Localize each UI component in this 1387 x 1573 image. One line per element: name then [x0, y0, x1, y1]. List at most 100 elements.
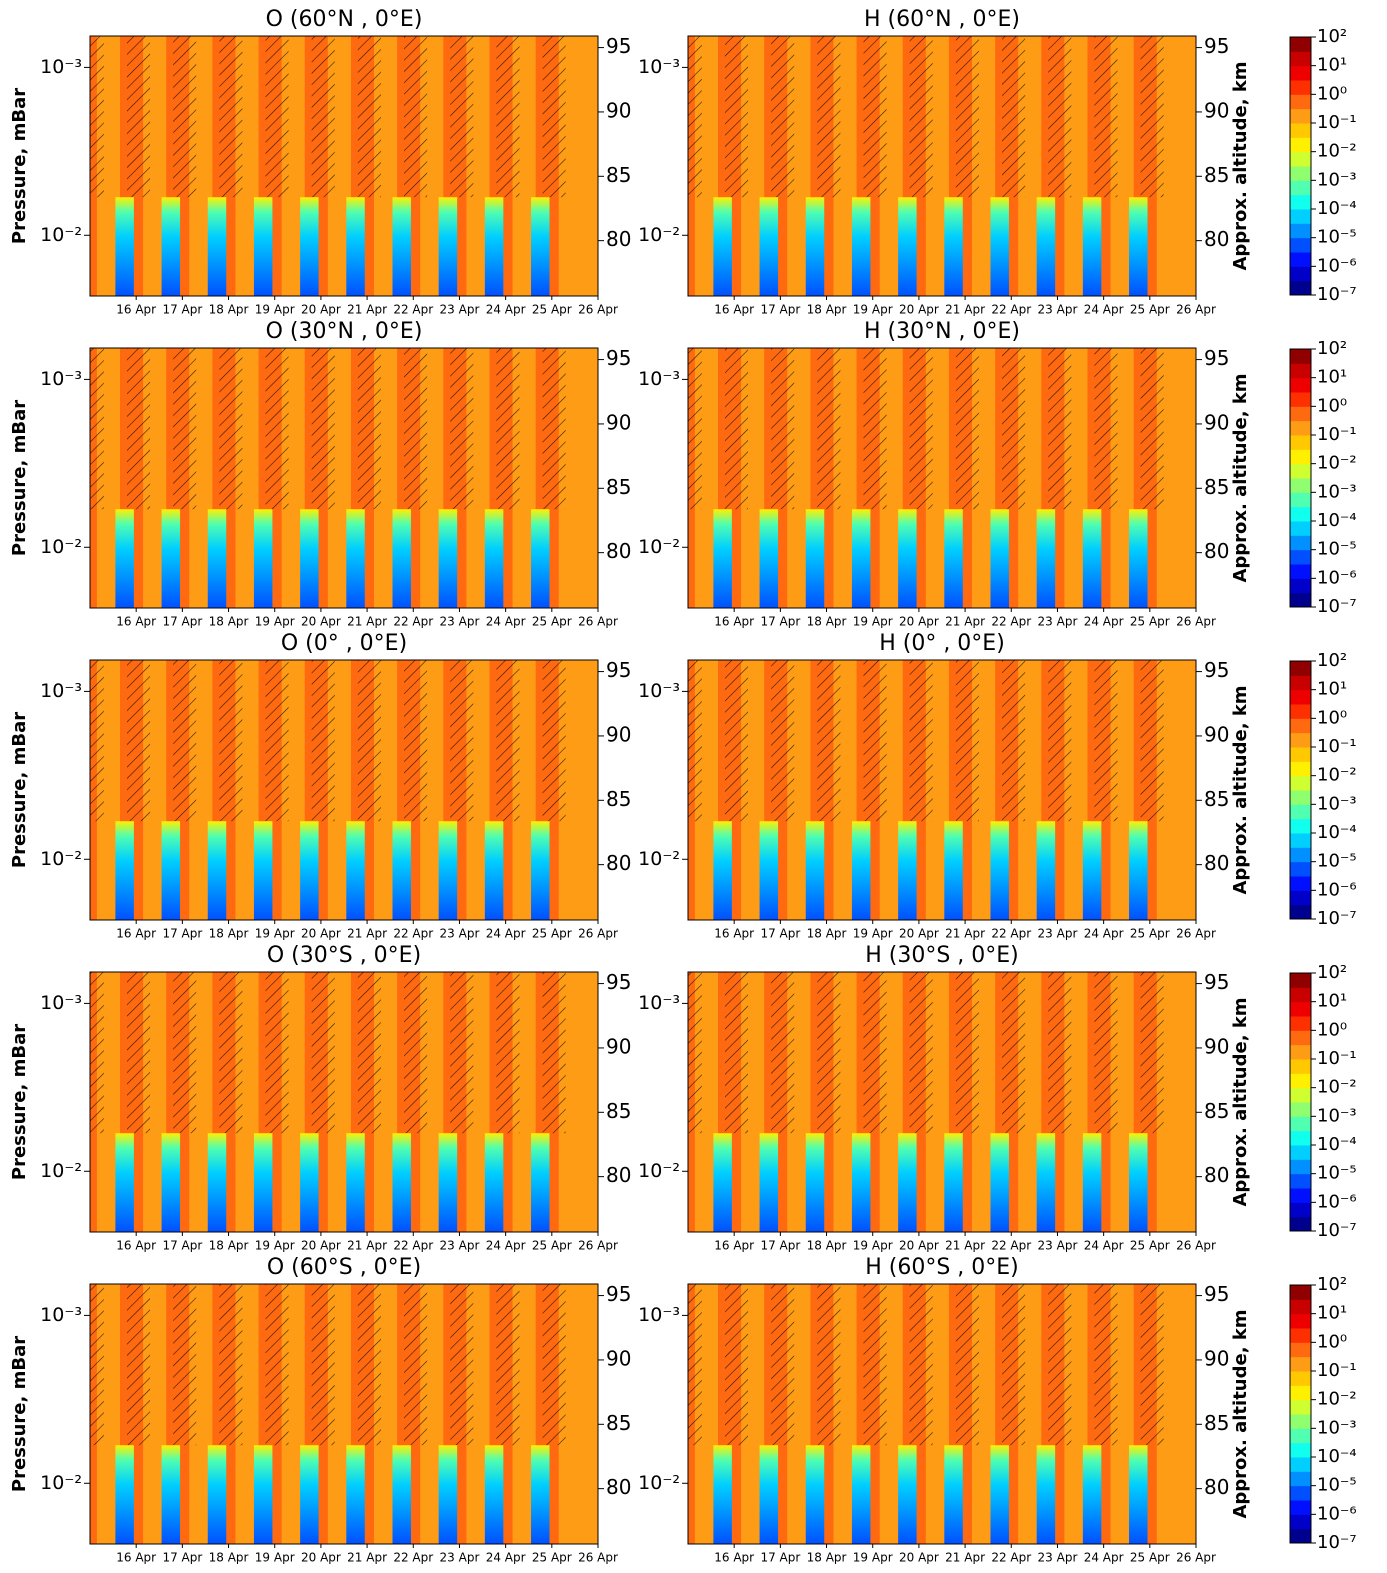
x-tick-label: 24 Apr: [1084, 927, 1124, 941]
colorbar-tick-label: 10²: [1317, 1274, 1347, 1295]
night-hatch: [955, 660, 979, 822]
x-tick-label: 20 Apr: [301, 1551, 341, 1565]
colorbar-band: [1290, 1328, 1311, 1343]
colorbar-band: [1290, 564, 1311, 579]
night-hatch: [404, 1284, 428, 1446]
night-hatch: [173, 348, 197, 510]
x-tick-label: 16 Apr: [116, 927, 156, 941]
night-hatch: [817, 348, 841, 510]
x-tick-label: 21 Apr: [945, 1239, 985, 1253]
x-tick-label: 22 Apr: [991, 1239, 1031, 1253]
night-hatch: [909, 348, 933, 510]
night-hatch: [1002, 1284, 1026, 1446]
low-field: [253, 1133, 273, 1232]
y2-tick-label: 90: [606, 1034, 631, 1058]
night-hatch: [126, 36, 151, 198]
low-field: [851, 509, 871, 608]
y2-tick-label: 90: [606, 1346, 631, 1370]
colorbar-band: [1290, 1044, 1311, 1060]
colorbar-band: [1290, 137, 1311, 153]
y-tick-label: 10⁻²: [40, 536, 82, 558]
colorbar-band: [1290, 1216, 1311, 1232]
night-hatch: [496, 348, 520, 510]
night-hatch: [863, 972, 887, 1134]
colorbar-frame: [1289, 660, 1312, 920]
y2-tick-label: 90: [1204, 98, 1229, 122]
low-field: [805, 1445, 825, 1544]
night-hatch: [955, 1284, 979, 1446]
colorbar-band: [1290, 449, 1311, 465]
colorbar-band: [1290, 847, 1311, 863]
night-hatch: [357, 972, 381, 1134]
night-hatch: [265, 660, 289, 822]
night-hatch: [496, 36, 520, 198]
x-tick-label: 21 Apr: [945, 927, 985, 941]
x-tick-label: 18 Apr: [209, 1239, 249, 1253]
night-hatch: [357, 1284, 381, 1446]
x-tick-label: 26 Apr: [578, 303, 618, 317]
night-hatch: [1094, 972, 1118, 1134]
x-tick-label: 19 Apr: [853, 1551, 893, 1565]
plot-frame: [687, 347, 1197, 609]
x-tick-label: 25 Apr: [1130, 1239, 1170, 1253]
x-tick-label: 26 Apr: [1176, 615, 1216, 629]
y2-tick-label: 85: [606, 1099, 631, 1123]
x-tick-label: 16 Apr: [714, 927, 754, 941]
x-tick-label: 18 Apr: [209, 303, 249, 317]
low-field: [759, 1133, 779, 1232]
low-field: [1082, 1445, 1102, 1544]
x-tick-label: 20 Apr: [301, 303, 341, 317]
low-field: [207, 1133, 227, 1232]
night-hatch: [771, 660, 795, 822]
colorbar-tick-label: 10⁻⁷: [1317, 284, 1357, 305]
colorbar-band: [1290, 1299, 1311, 1315]
colorbar-band: [1290, 833, 1311, 848]
x-tick-label: 24 Apr: [486, 927, 526, 941]
colorbar-band: [1290, 406, 1311, 422]
night-hatch: [724, 36, 749, 198]
colorbar-band: [1290, 1059, 1311, 1074]
night-hatch: [311, 36, 335, 198]
low-field: [805, 1133, 825, 1232]
low-field: [944, 821, 963, 920]
colorbar-band: [1290, 266, 1311, 282]
colorbar-band: [1290, 435, 1311, 450]
low-field: [1129, 1133, 1148, 1232]
y-axis-label: Pressure, mBar: [9, 712, 30, 868]
night-hatch: [404, 972, 428, 1134]
colorbar-tick-label: 10⁻⁶: [1317, 1191, 1357, 1212]
y-axis-label: Pressure, mBar: [9, 1336, 30, 1492]
colorbar-tick-label: 10⁰: [1317, 83, 1347, 104]
x-tick-label: 20 Apr: [301, 1239, 341, 1253]
panel-title: O (60°N , 0°E): [266, 7, 423, 32]
y2-tick-label: 85: [606, 475, 631, 499]
plot-frame: [89, 971, 599, 1233]
colorbar-band: [1290, 1399, 1311, 1415]
colorbar-tick-label: 10⁻⁴: [1317, 1446, 1357, 1467]
low-field: [484, 509, 504, 608]
colorbar-tick-label: 10⁻⁶: [1317, 255, 1357, 276]
low-field: [115, 821, 134, 920]
colorbar-band: [1290, 1285, 1311, 1300]
low-field: [115, 197, 134, 296]
night-hatch: [863, 660, 887, 822]
night-hatch: [219, 1284, 243, 1446]
colorbar-band: [1290, 549, 1311, 565]
colorbar-tick-label: 10⁻⁴: [1317, 198, 1357, 219]
night-hatch: [1002, 972, 1026, 1134]
y2-axis-label: Approx. altitude, km: [1230, 1309, 1251, 1518]
y2-tick-label: 90: [1204, 722, 1229, 746]
night-hatch: [771, 348, 795, 510]
night-hatch: [219, 348, 243, 510]
night-hatch: [265, 1284, 289, 1446]
colorbar-band: [1290, 689, 1311, 705]
night-hatch: [724, 660, 749, 822]
y2-tick-label: 80: [606, 1475, 631, 1499]
colorbar-tick-label: 10⁻¹: [1317, 1360, 1357, 1381]
y2-tick-label: 80: [1204, 227, 1229, 251]
x-tick-label: 17 Apr: [760, 1239, 800, 1253]
night-hatch: [724, 348, 749, 510]
low-field: [346, 1445, 365, 1544]
night-hatch: [126, 348, 151, 510]
low-field: [990, 1445, 1009, 1544]
